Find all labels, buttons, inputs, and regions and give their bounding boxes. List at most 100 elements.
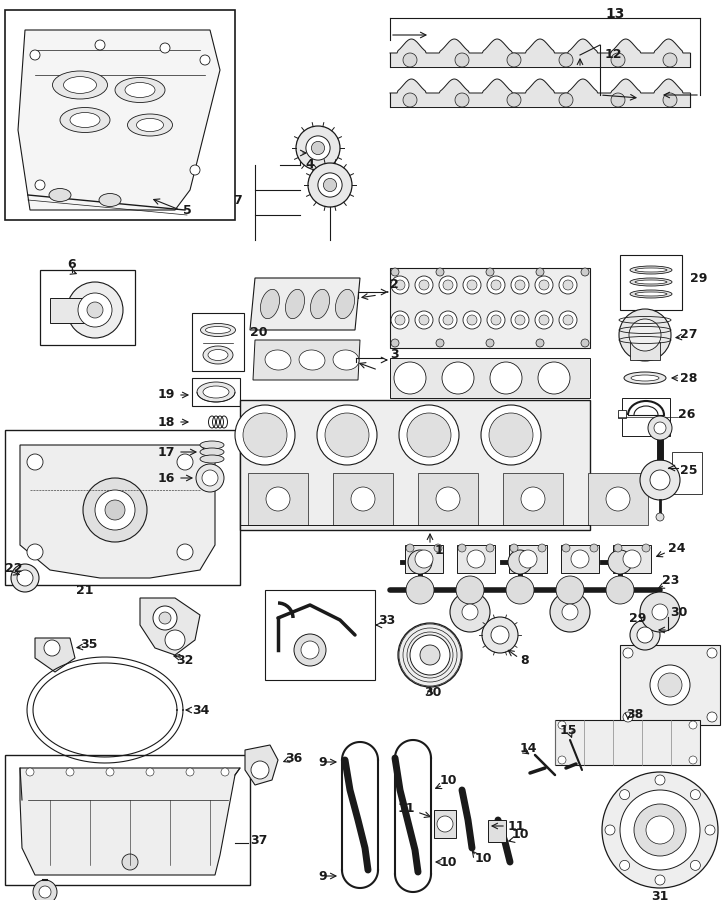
Circle shape bbox=[35, 180, 45, 190]
Circle shape bbox=[663, 93, 677, 107]
Text: 38: 38 bbox=[626, 707, 644, 721]
Circle shape bbox=[648, 416, 672, 440]
Text: 11: 11 bbox=[508, 820, 526, 832]
Text: 10: 10 bbox=[440, 773, 457, 787]
Circle shape bbox=[39, 886, 51, 898]
Circle shape bbox=[450, 592, 490, 632]
Circle shape bbox=[105, 500, 125, 520]
Circle shape bbox=[317, 405, 377, 465]
Bar bbox=[622, 398, 670, 436]
Ellipse shape bbox=[200, 448, 224, 456]
Circle shape bbox=[436, 268, 444, 276]
Circle shape bbox=[689, 721, 697, 729]
Circle shape bbox=[487, 276, 505, 294]
Ellipse shape bbox=[630, 290, 672, 298]
Circle shape bbox=[95, 490, 135, 530]
Circle shape bbox=[87, 302, 103, 318]
Circle shape bbox=[312, 141, 325, 155]
Circle shape bbox=[663, 53, 677, 67]
Ellipse shape bbox=[205, 327, 231, 334]
Polygon shape bbox=[390, 358, 590, 398]
Text: 2: 2 bbox=[390, 278, 399, 292]
Circle shape bbox=[536, 268, 544, 276]
Text: 15: 15 bbox=[559, 724, 577, 736]
Text: 11: 11 bbox=[397, 802, 415, 814]
Circle shape bbox=[489, 413, 533, 457]
Circle shape bbox=[318, 173, 342, 197]
Circle shape bbox=[634, 804, 686, 856]
Circle shape bbox=[106, 768, 114, 776]
Circle shape bbox=[689, 756, 697, 764]
Ellipse shape bbox=[299, 350, 325, 370]
Circle shape bbox=[467, 280, 477, 290]
Bar bbox=[503, 473, 563, 525]
Circle shape bbox=[550, 592, 590, 632]
Bar bbox=[40, 270, 135, 345]
Circle shape bbox=[623, 712, 633, 722]
Ellipse shape bbox=[333, 350, 359, 370]
Text: 6: 6 bbox=[68, 258, 76, 272]
Ellipse shape bbox=[125, 83, 155, 97]
Circle shape bbox=[66, 768, 74, 776]
Bar bbox=[5, 430, 240, 585]
Text: 10: 10 bbox=[475, 851, 493, 865]
Circle shape bbox=[619, 309, 671, 361]
Circle shape bbox=[581, 268, 589, 276]
Circle shape bbox=[153, 606, 177, 630]
Circle shape bbox=[442, 362, 474, 394]
Circle shape bbox=[415, 276, 433, 294]
Text: 17: 17 bbox=[157, 446, 175, 458]
Ellipse shape bbox=[265, 350, 291, 370]
Circle shape bbox=[395, 315, 405, 325]
Circle shape bbox=[177, 454, 193, 470]
Circle shape bbox=[707, 712, 717, 722]
Polygon shape bbox=[245, 745, 278, 785]
Circle shape bbox=[200, 55, 210, 65]
Circle shape bbox=[510, 544, 518, 552]
Bar bbox=[434, 810, 456, 838]
Bar bbox=[333, 473, 393, 525]
Circle shape bbox=[455, 93, 469, 107]
Polygon shape bbox=[20, 768, 240, 875]
Circle shape bbox=[640, 592, 680, 632]
Circle shape bbox=[419, 280, 429, 290]
Text: 8: 8 bbox=[520, 653, 529, 667]
Circle shape bbox=[17, 570, 33, 586]
Circle shape bbox=[235, 405, 295, 465]
Text: 7: 7 bbox=[233, 194, 242, 206]
Circle shape bbox=[202, 470, 218, 486]
Bar bbox=[561, 545, 599, 573]
Circle shape bbox=[507, 93, 521, 107]
Text: 30: 30 bbox=[670, 607, 687, 619]
Circle shape bbox=[323, 178, 336, 192]
Ellipse shape bbox=[310, 289, 330, 319]
Ellipse shape bbox=[63, 76, 97, 94]
Bar bbox=[418, 473, 478, 525]
Ellipse shape bbox=[635, 292, 667, 296]
Ellipse shape bbox=[60, 107, 110, 132]
Circle shape bbox=[467, 550, 485, 568]
Text: 29: 29 bbox=[629, 611, 646, 625]
Circle shape bbox=[623, 550, 641, 568]
Circle shape bbox=[559, 93, 573, 107]
Circle shape bbox=[436, 487, 460, 511]
Text: 36: 36 bbox=[285, 752, 302, 764]
Circle shape bbox=[415, 550, 433, 568]
Circle shape bbox=[251, 761, 269, 779]
Circle shape bbox=[399, 405, 459, 465]
Circle shape bbox=[559, 53, 573, 67]
Text: 37: 37 bbox=[250, 833, 267, 847]
Text: 5: 5 bbox=[183, 203, 191, 217]
Circle shape bbox=[650, 470, 670, 490]
Circle shape bbox=[481, 405, 541, 465]
Circle shape bbox=[558, 721, 566, 729]
Ellipse shape bbox=[630, 266, 672, 274]
Circle shape bbox=[486, 268, 494, 276]
Ellipse shape bbox=[285, 289, 304, 319]
Circle shape bbox=[630, 620, 660, 650]
Polygon shape bbox=[140, 598, 200, 655]
Circle shape bbox=[398, 623, 462, 687]
Ellipse shape bbox=[631, 375, 659, 381]
Text: 21: 21 bbox=[76, 583, 94, 597]
Circle shape bbox=[605, 825, 615, 835]
